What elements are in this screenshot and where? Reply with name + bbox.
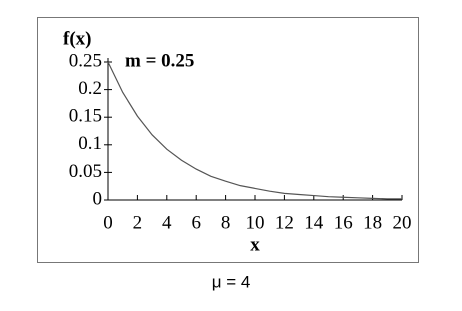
x-tick-label: 10 [246,212,265,233]
y-tick-label: 0 [93,188,103,209]
caption: μ = 4 [212,272,251,291]
y-axis-label: f(x) [63,28,91,49]
x-tick-label: 12 [275,212,294,233]
x-tick-label: 20 [393,212,412,233]
line [107,61,402,200]
frame [37,17,419,263]
y-tick-label: 0.2 [78,78,102,99]
x-tick-label: 16 [334,212,353,233]
x-tick-label: 18 [363,212,382,233]
x-tick-label: 8 [221,212,231,233]
x-tick-label: 4 [162,212,172,233]
y-tick-label: 0.05 [69,161,102,182]
x-tick-label: 0 [103,212,113,233]
annotation: m = 0.25 [125,50,194,71]
y-tick-label: 0.15 [69,106,102,127]
x-tick-label: 6 [191,212,201,233]
y-tick-label: 0.25 [69,50,102,71]
x-tick-label: 14 [304,212,324,233]
y-tick-label: 0.1 [78,133,102,154]
x-tick-label: 2 [133,212,143,233]
x-axis-label: x [250,234,260,255]
